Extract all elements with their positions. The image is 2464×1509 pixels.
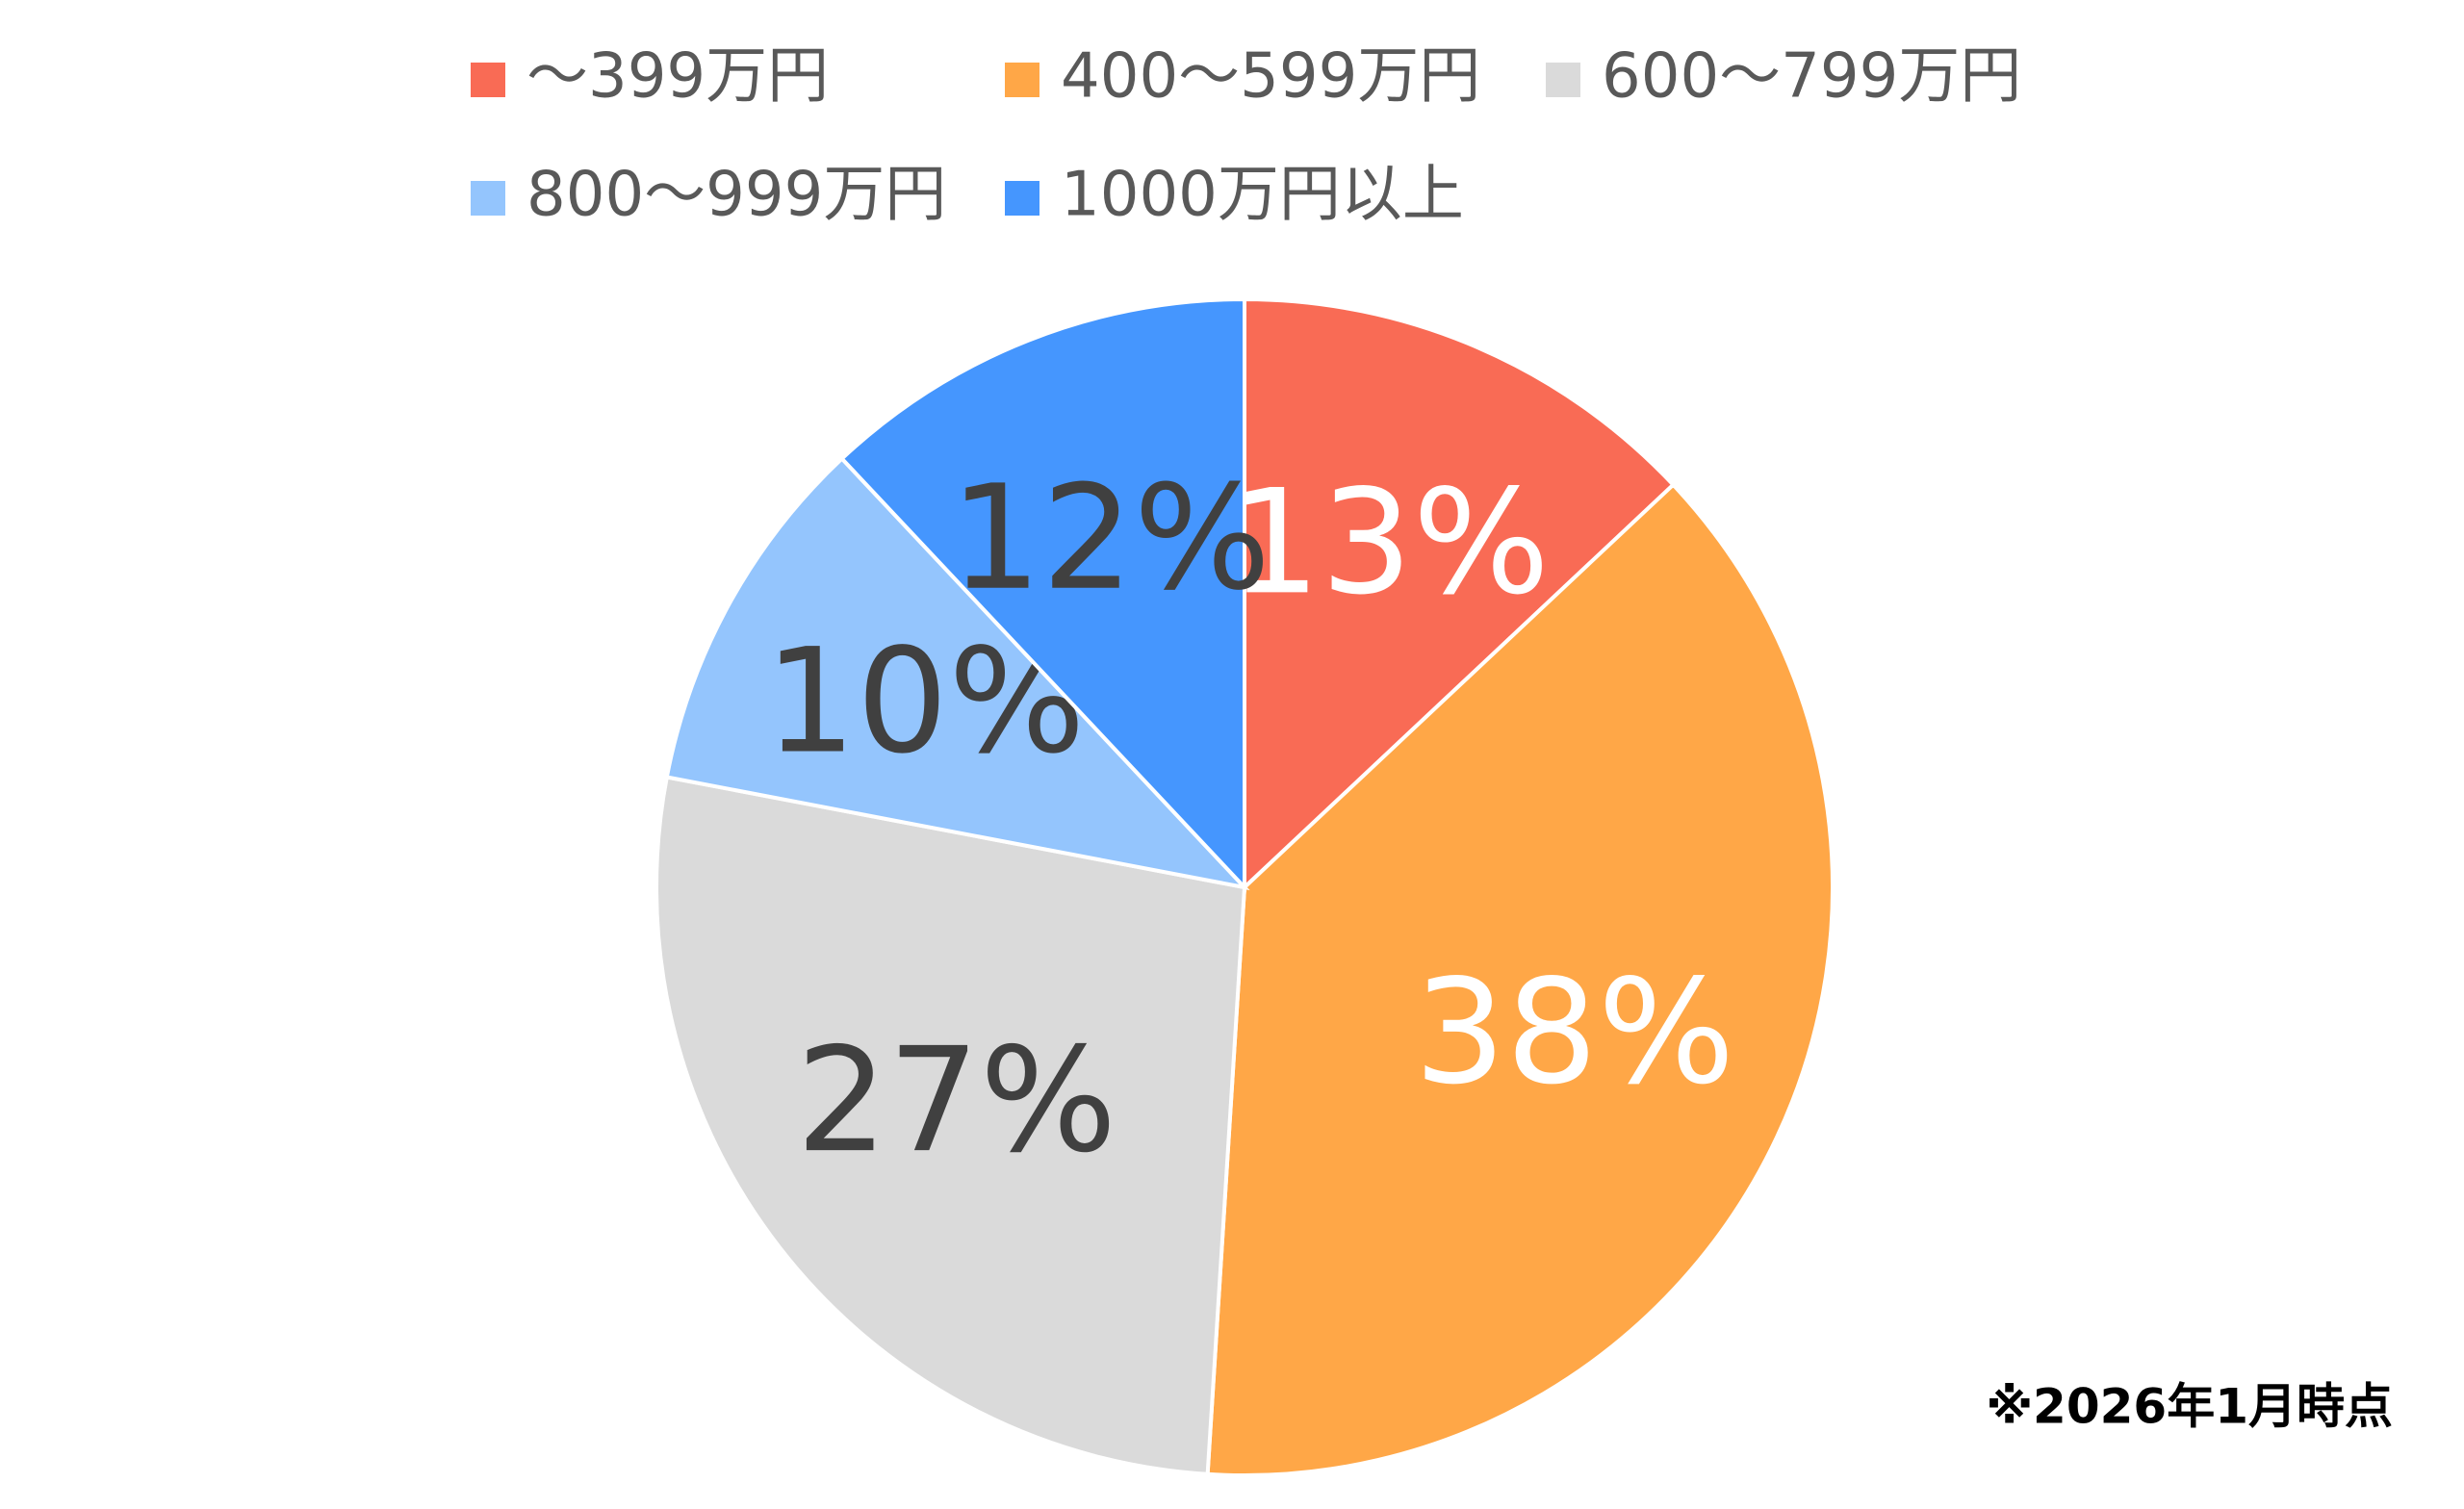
legend-swatch bbox=[471, 63, 505, 97]
pie-slice bbox=[1205, 481, 1835, 1477]
note: ※2026年1月時点 bbox=[1986, 1379, 2393, 1435]
pie-slice bbox=[838, 296, 1246, 893]
pie-slice bbox=[664, 455, 1250, 891]
pie-slice bbox=[654, 775, 1247, 1476]
legend-label: 800～999万円 bbox=[526, 160, 946, 231]
data-label: 27% bbox=[796, 1017, 1116, 1185]
legend-label: 1000万円以上 bbox=[1061, 160, 1464, 231]
legend-swatch bbox=[1005, 181, 1040, 216]
pie-slice bbox=[1243, 296, 1677, 892]
data-label: 12% bbox=[950, 455, 1270, 623]
data-label: 13% bbox=[1229, 459, 1550, 627]
legend-swatch bbox=[1005, 63, 1040, 97]
legend-label: 600～799万円 bbox=[1602, 41, 2021, 113]
legend-label: ～399万円 bbox=[526, 41, 829, 113]
data-label: 38% bbox=[1414, 949, 1734, 1116]
legend-label: 400～599万円 bbox=[1061, 41, 1480, 113]
legend-swatch bbox=[1546, 63, 1580, 97]
legend-swatch bbox=[471, 181, 505, 216]
